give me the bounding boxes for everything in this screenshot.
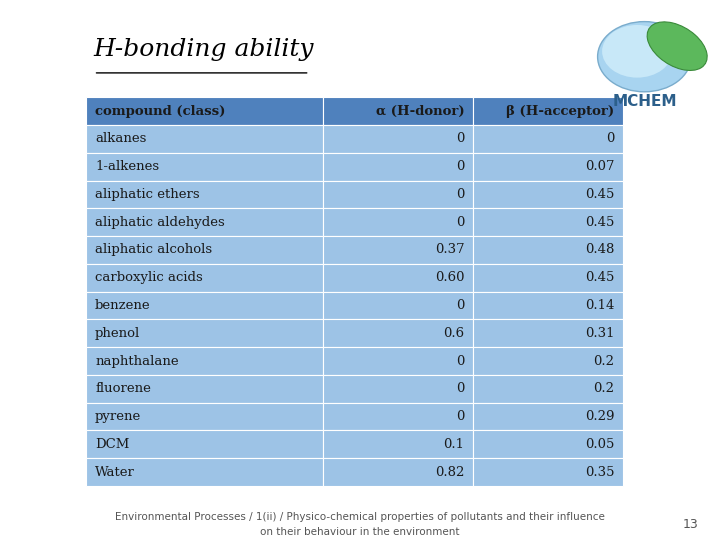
FancyBboxPatch shape	[86, 208, 323, 236]
Text: 1-alkenes: 1-alkenes	[95, 160, 159, 173]
Text: compound (class): compound (class)	[95, 105, 225, 118]
FancyBboxPatch shape	[473, 347, 623, 375]
FancyBboxPatch shape	[473, 236, 623, 264]
Text: alkanes: alkanes	[95, 132, 146, 145]
Text: benzene: benzene	[95, 299, 150, 312]
FancyBboxPatch shape	[323, 292, 473, 319]
FancyBboxPatch shape	[473, 180, 623, 208]
Text: 0.14: 0.14	[585, 299, 614, 312]
FancyBboxPatch shape	[86, 375, 323, 403]
Text: 13: 13	[683, 518, 698, 531]
FancyBboxPatch shape	[86, 347, 323, 375]
FancyBboxPatch shape	[323, 403, 473, 430]
Text: 0: 0	[606, 132, 614, 145]
Text: carboxylic acids: carboxylic acids	[95, 271, 203, 284]
Text: 0.82: 0.82	[435, 465, 464, 478]
Text: 0.29: 0.29	[585, 410, 614, 423]
FancyBboxPatch shape	[86, 97, 323, 125]
FancyBboxPatch shape	[86, 180, 323, 208]
Text: 0.1: 0.1	[444, 438, 464, 451]
Text: Environmental Processes / 1(ii) / Physico-chemical properties of pollutants and : Environmental Processes / 1(ii) / Physic…	[115, 512, 605, 522]
FancyBboxPatch shape	[473, 208, 623, 236]
FancyBboxPatch shape	[323, 264, 473, 292]
FancyBboxPatch shape	[473, 292, 623, 319]
Text: MCHEM: MCHEM	[612, 94, 677, 110]
Text: 0: 0	[456, 188, 464, 201]
Text: DCM: DCM	[95, 438, 130, 451]
Text: 0: 0	[456, 299, 464, 312]
FancyBboxPatch shape	[473, 97, 623, 125]
Text: 0.60: 0.60	[435, 271, 464, 284]
Text: pyrene: pyrene	[95, 410, 141, 423]
FancyBboxPatch shape	[323, 125, 473, 153]
FancyBboxPatch shape	[86, 403, 323, 430]
FancyBboxPatch shape	[323, 153, 473, 180]
FancyBboxPatch shape	[86, 125, 323, 153]
Text: 0.45: 0.45	[585, 188, 614, 201]
Text: 0.6: 0.6	[444, 327, 464, 340]
Text: 0.2: 0.2	[593, 382, 614, 395]
FancyBboxPatch shape	[86, 430, 323, 458]
Text: aliphatic alcohols: aliphatic alcohols	[95, 244, 212, 256]
FancyBboxPatch shape	[323, 430, 473, 458]
Text: H-bonding ability: H-bonding ability	[94, 38, 314, 61]
Circle shape	[598, 22, 691, 92]
FancyBboxPatch shape	[323, 319, 473, 347]
Text: 0.35: 0.35	[585, 465, 614, 478]
Text: 0.48: 0.48	[585, 244, 614, 256]
Text: 0.37: 0.37	[435, 244, 464, 256]
FancyBboxPatch shape	[86, 236, 323, 264]
Text: 0.45: 0.45	[585, 271, 614, 284]
FancyBboxPatch shape	[473, 375, 623, 403]
Text: 0: 0	[456, 382, 464, 395]
Text: 0.31: 0.31	[585, 327, 614, 340]
Text: 0: 0	[456, 410, 464, 423]
Text: phenol: phenol	[95, 327, 140, 340]
FancyBboxPatch shape	[323, 375, 473, 403]
Text: 0: 0	[456, 215, 464, 228]
FancyBboxPatch shape	[473, 125, 623, 153]
FancyBboxPatch shape	[86, 458, 323, 486]
Text: aliphatic ethers: aliphatic ethers	[95, 188, 199, 201]
Text: Water: Water	[95, 465, 135, 478]
Text: 0.2: 0.2	[593, 355, 614, 368]
FancyBboxPatch shape	[323, 180, 473, 208]
Text: fluorene: fluorene	[95, 382, 151, 395]
FancyBboxPatch shape	[86, 153, 323, 180]
FancyBboxPatch shape	[473, 319, 623, 347]
Text: 0: 0	[456, 132, 464, 145]
FancyBboxPatch shape	[323, 236, 473, 264]
Text: 0.05: 0.05	[585, 438, 614, 451]
Text: on their behaviour in the environment: on their behaviour in the environment	[260, 527, 460, 537]
FancyBboxPatch shape	[323, 208, 473, 236]
FancyBboxPatch shape	[323, 347, 473, 375]
FancyBboxPatch shape	[473, 430, 623, 458]
FancyBboxPatch shape	[473, 264, 623, 292]
FancyBboxPatch shape	[473, 458, 623, 486]
Circle shape	[602, 25, 672, 78]
Text: α (H-donor): α (H-donor)	[376, 105, 464, 118]
FancyBboxPatch shape	[473, 153, 623, 180]
Text: β (H-acceptor): β (H-acceptor)	[506, 105, 614, 118]
FancyBboxPatch shape	[86, 292, 323, 319]
FancyBboxPatch shape	[86, 264, 323, 292]
Text: 0: 0	[456, 355, 464, 368]
Ellipse shape	[647, 22, 707, 70]
Text: 0.07: 0.07	[585, 160, 614, 173]
FancyBboxPatch shape	[323, 97, 473, 125]
Text: 0.45: 0.45	[585, 215, 614, 228]
FancyBboxPatch shape	[473, 403, 623, 430]
FancyBboxPatch shape	[323, 458, 473, 486]
FancyBboxPatch shape	[86, 319, 323, 347]
Text: aliphatic aldehydes: aliphatic aldehydes	[95, 215, 225, 228]
Text: naphthalane: naphthalane	[95, 355, 179, 368]
Text: 0: 0	[456, 160, 464, 173]
